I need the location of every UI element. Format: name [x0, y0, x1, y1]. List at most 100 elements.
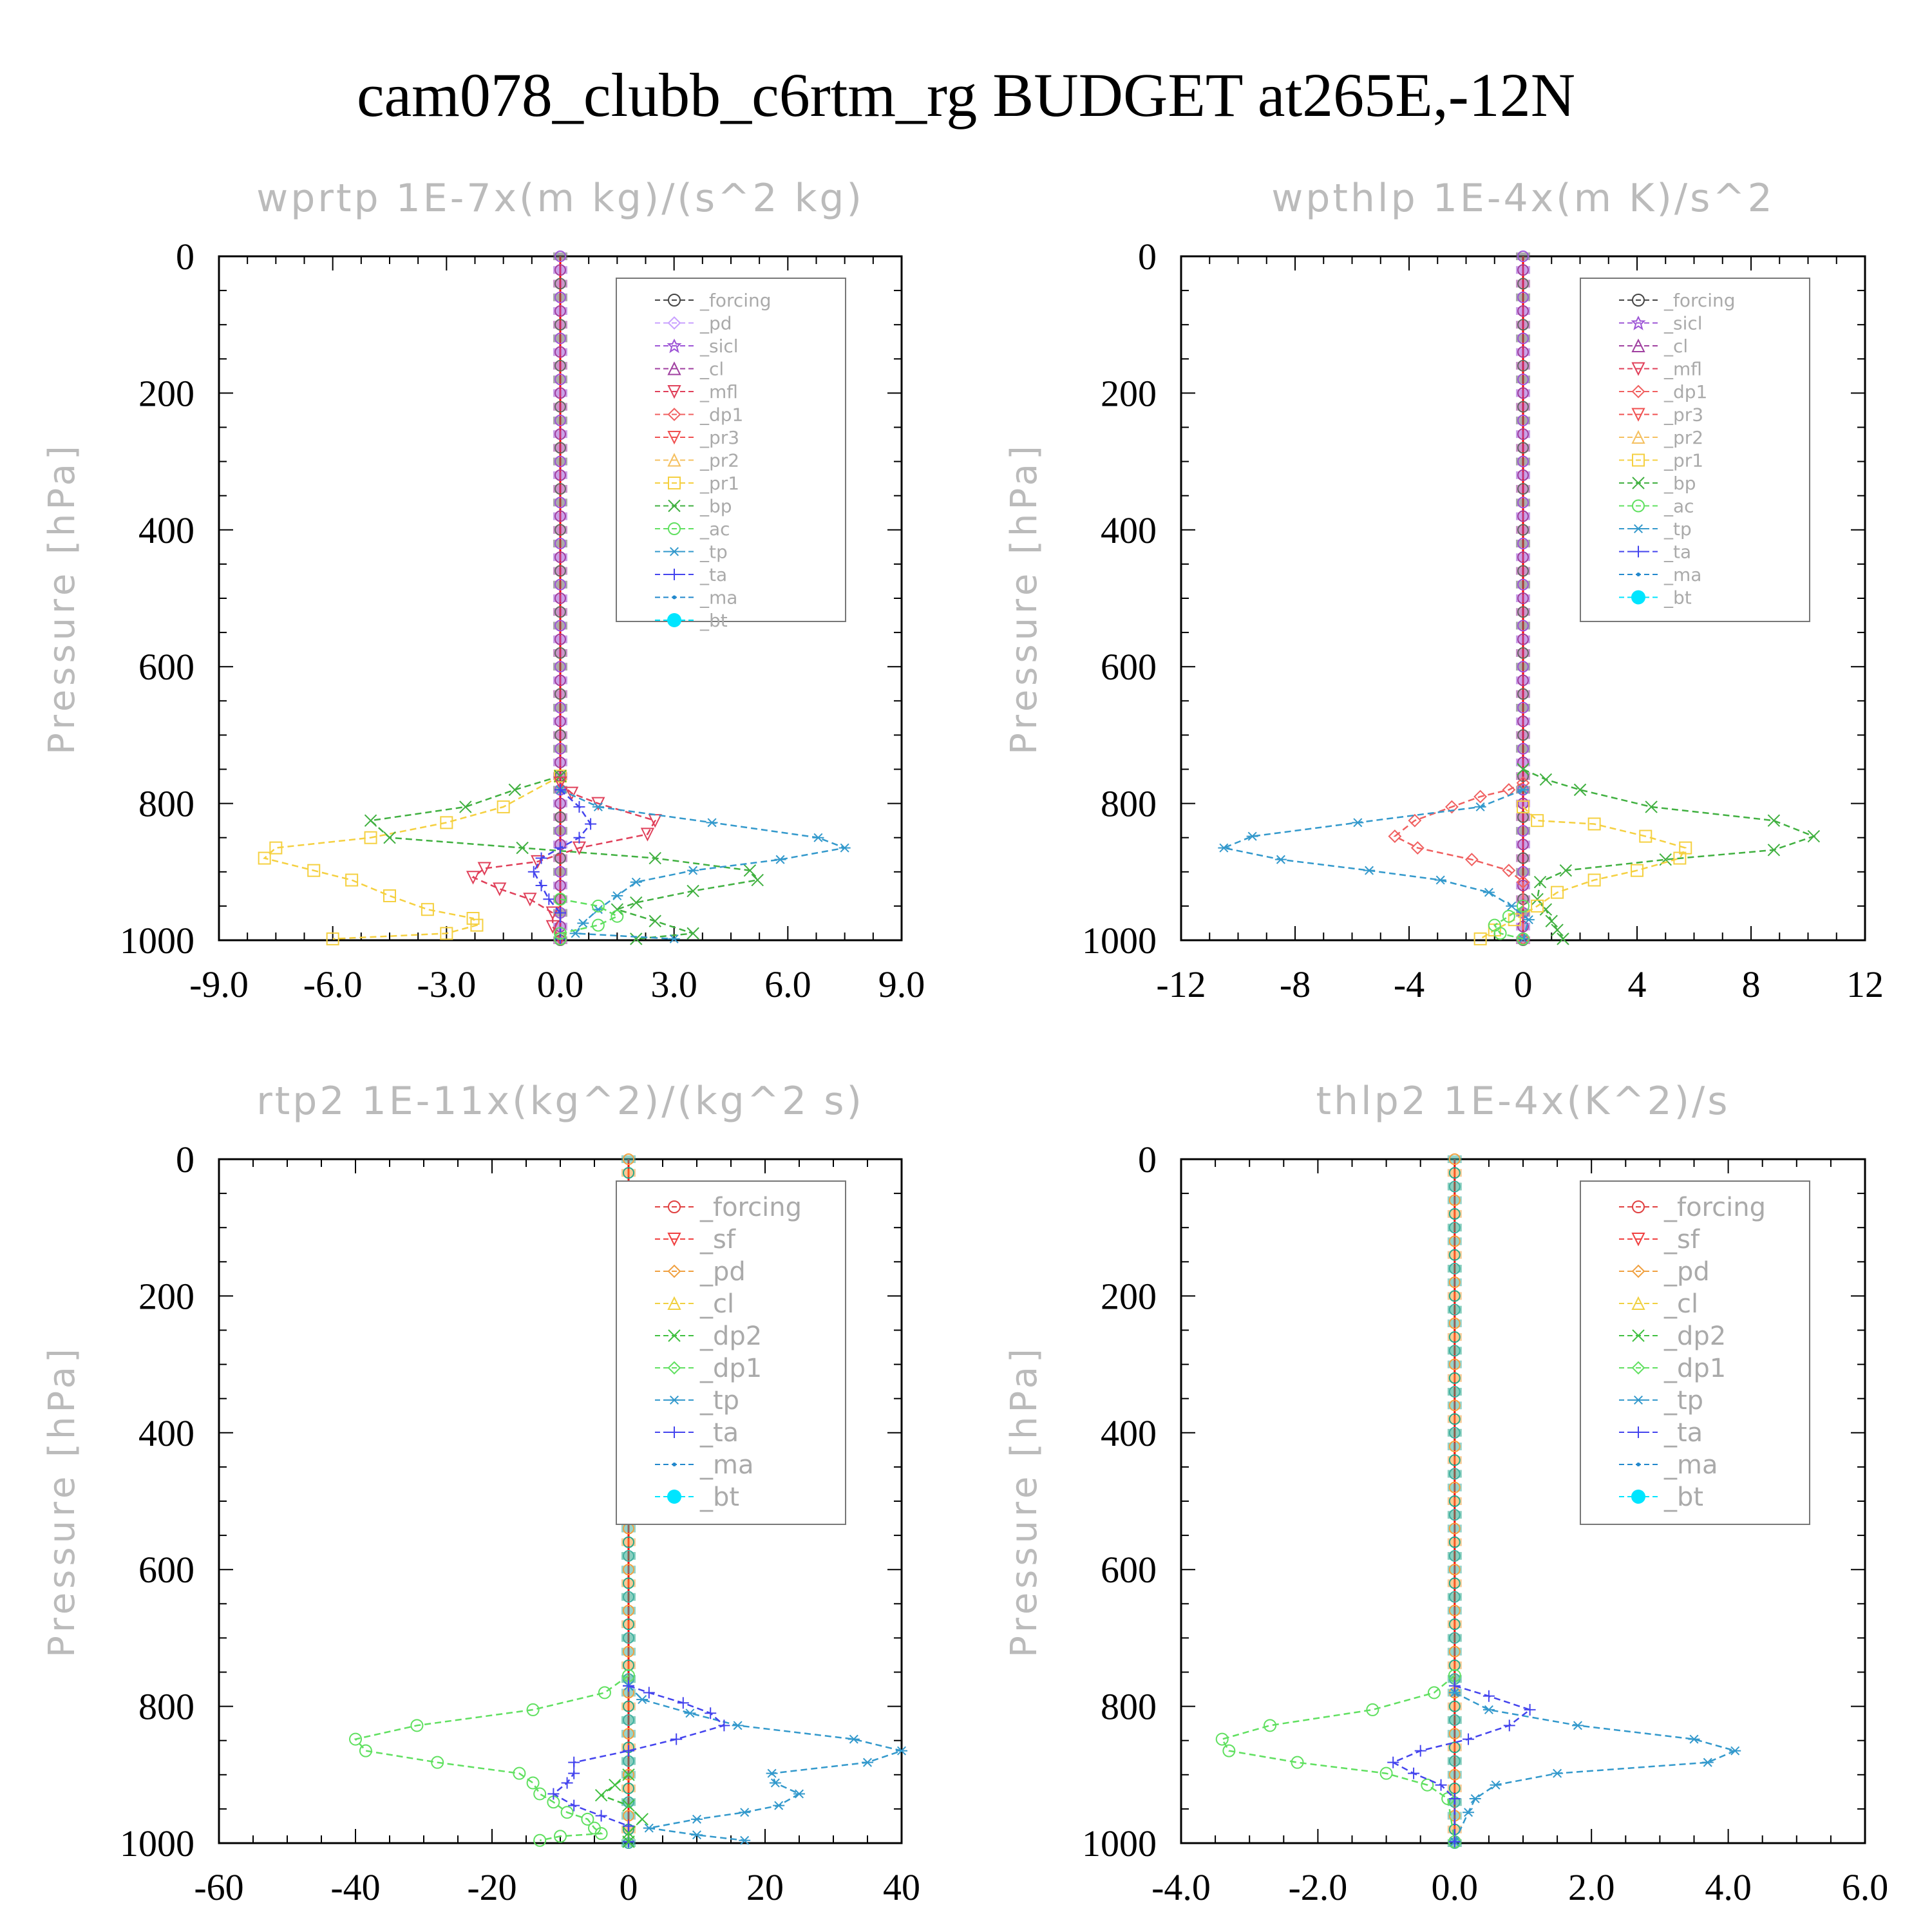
data-point — [668, 1426, 680, 1438]
data-point — [706, 818, 718, 828]
data-point — [523, 893, 537, 907]
chart-panel: wpthlp 1E-4x(m K)/s^2 Pressure [hPa] 0 200 4… — [1003, 176, 1884, 1005]
legend-item: _bt — [655, 1482, 739, 1512]
panel-title: rtp2 1E-11x(kg^2)/(kg^2 s) — [256, 1079, 864, 1124]
legend-item: _ac — [1619, 495, 1694, 516]
data-point — [668, 934, 680, 943]
legend-label: _pr1 — [699, 473, 739, 494]
data-point — [553, 776, 567, 790]
x-tick-label: -20 — [467, 1866, 516, 1908]
data-point — [364, 814, 377, 827]
legend-item: _cl — [1619, 1289, 1698, 1319]
data-point — [1701, 1757, 1714, 1767]
data-point — [1551, 1768, 1564, 1778]
legend-label: _dp1 — [1663, 1354, 1726, 1383]
data-point — [591, 918, 605, 932]
data-point — [611, 909, 624, 923]
legend-item: _pd — [655, 312, 732, 334]
data-point — [667, 408, 681, 421]
data-point — [667, 316, 681, 330]
chart-panel: thlp2 1E-4x(K^2)/s Pressure [hPa] 0 200 400 6… — [1003, 1079, 1888, 1908]
data-point — [1352, 818, 1364, 828]
legend-label: _sf — [1663, 1225, 1700, 1255]
legend-label: _sicl — [699, 336, 739, 357]
panel-title: thlp2 1E-4x(K^2)/s — [1316, 1079, 1730, 1124]
data-point — [598, 1686, 611, 1700]
data-point — [1482, 1705, 1495, 1714]
legend-item: _dp1 — [655, 404, 743, 425]
legend-label: _tp — [1663, 1386, 1703, 1416]
x-tick-label: 0.0 — [1432, 1866, 1479, 1908]
data-point — [1222, 1744, 1236, 1757]
data-point — [667, 613, 681, 627]
y-axis-label: Pressure [hPa] — [41, 442, 83, 755]
data-point — [1571, 1721, 1584, 1730]
y-tick-label: 400 — [138, 509, 194, 551]
data-point — [774, 855, 786, 864]
data-point — [1631, 864, 1643, 877]
series-line — [1473, 800, 1692, 945]
data-point — [1463, 1733, 1475, 1745]
data-point — [561, 1777, 573, 1789]
data-point — [1631, 362, 1645, 376]
x-tick-label: -12 — [1156, 963, 1206, 1005]
legend-item: _dp1 — [1619, 381, 1707, 402]
y-tick-label: 800 — [1101, 1686, 1157, 1728]
legend-label: _ac — [1663, 495, 1694, 516]
legend-label: _cl — [699, 358, 724, 379]
x-tick-label: 9.0 — [878, 963, 925, 1005]
x-tick-label: 3.0 — [650, 963, 697, 1005]
data-point — [1545, 914, 1558, 927]
legend-label: _bt — [699, 1482, 739, 1512]
data-point — [1533, 876, 1547, 889]
data-point — [1587, 873, 1601, 887]
legend-item: _forcing — [655, 1193, 802, 1222]
data-point — [667, 1233, 681, 1247]
legend-item: _dp1 — [655, 1354, 762, 1383]
data-point — [1435, 1779, 1447, 1791]
legend-item: _tp — [1619, 518, 1692, 540]
data-point — [493, 882, 507, 896]
legend-label: _ta — [699, 1418, 739, 1448]
data-point — [573, 800, 585, 813]
data-point — [1639, 829, 1653, 843]
y-tick-label: 800 — [138, 1686, 194, 1728]
legend-label: _ma — [699, 1450, 753, 1480]
data-point — [554, 842, 566, 854]
data-point — [513, 1766, 526, 1780]
legend-item: _pd — [655, 1257, 746, 1287]
data-point — [533, 1833, 547, 1847]
legend-label: _pd — [699, 312, 732, 334]
data-point — [595, 1810, 607, 1822]
data-point — [622, 1799, 635, 1812]
legend-item: _ta — [655, 1418, 739, 1448]
data-point — [1379, 1766, 1393, 1780]
data-point — [1587, 817, 1601, 831]
x-tick-label: 0 — [1514, 963, 1533, 1005]
data-point — [1631, 316, 1646, 330]
data-point — [440, 927, 453, 940]
legend-item: _dp2 — [655, 1321, 762, 1351]
data-point — [1531, 814, 1544, 828]
legend-item: _bp — [1619, 473, 1696, 494]
zero-marker-column — [1516, 251, 1530, 946]
data-point — [668, 477, 681, 489]
y-tick-label: 0 — [1138, 1139, 1157, 1180]
data-point — [554, 927, 567, 940]
data-point — [623, 1680, 634, 1692]
x-tick-label: 40 — [883, 1866, 920, 1908]
data-point — [560, 1806, 574, 1819]
y-tick-label: 1000 — [120, 920, 194, 961]
panel-title: wpthlp 1E-4x(m K)/s^2 — [1271, 176, 1775, 221]
legend-item: _ta — [1619, 541, 1691, 562]
data-point — [668, 569, 680, 580]
data-point — [1493, 927, 1507, 940]
data-point — [732, 1721, 744, 1730]
data-point — [1463, 1808, 1475, 1817]
data-point — [1264, 1719, 1277, 1732]
data-point — [1448, 1688, 1461, 1698]
y-tick-label: 200 — [1101, 372, 1157, 414]
data-point — [535, 852, 547, 864]
data-point — [1636, 573, 1640, 576]
x-tick-label: -4.0 — [1151, 1866, 1211, 1908]
